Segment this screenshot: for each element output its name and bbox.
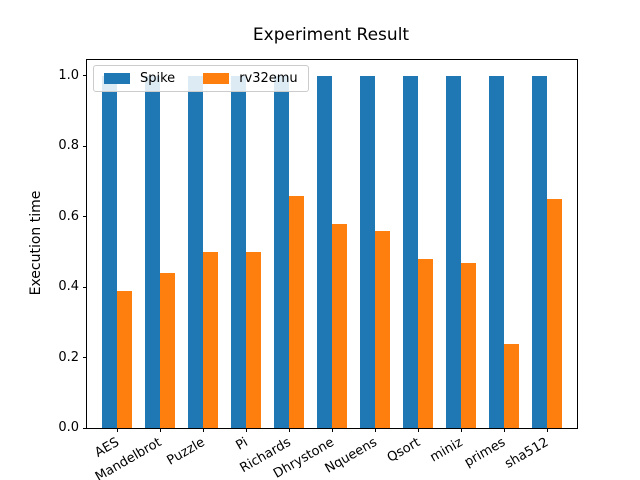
y-tick-mark [83,75,87,77]
y-tick-mark [83,145,87,147]
bar-rv32emu-dhrystone [332,223,347,428]
bar-spike-pi [231,75,246,428]
x-tick-label: Qsort [384,435,423,466]
y-tick-mark [83,286,87,288]
bar-spike-dhrystone [317,75,332,428]
x-tick-mark [331,428,333,432]
y-tick-label: 0.8 [58,138,79,154]
y-tick-mark [83,427,87,429]
chart-title: Experiment Result [252,25,410,45]
y-tick-label: 0.2 [58,349,79,365]
x-tick-label: Pi [233,435,251,454]
bar-rv32emu-sha512 [547,199,562,428]
bar-rv32emu-puzzle [203,251,218,428]
x-tick-mark [202,428,204,432]
x-tick-mark [159,428,161,432]
plot-area: Spike rv32emu 0.0 0.2 0.4 0.6 0.8 1.0 AES Mandel… [58,59,578,480]
legend-label: rv32emu [239,71,298,86]
x-tick-mark [460,428,462,432]
x-tick-label: sha512 [502,435,552,472]
x-tick-label: Puzzle [164,435,208,469]
bar-spike-puzzle [188,75,203,428]
y-tick-mark [83,216,87,218]
x-tick-mark [503,428,505,432]
bar-rv32emu-mandelbrot [160,273,175,428]
bar-rv32emu-pi [246,251,261,428]
x-tick-mark [374,428,376,432]
bar-rv32emu-aes [117,290,132,428]
bar-spike-aes [102,75,117,428]
y-tick-mark [83,357,87,359]
bar-spike-primes [489,75,504,428]
y-tick-label: 0.4 [58,279,79,295]
x-tick-label: miniz [427,435,466,466]
x-tick-mark [546,428,548,432]
x-tick-mark [116,428,118,432]
bar-spike-miniz [446,75,461,428]
legend: Spike rv32emu [93,65,309,92]
legend-entry-rv32emu: rv32emu [203,71,298,86]
legend-label: Spike [140,71,176,86]
y-tick-label: 1.0 [58,67,79,83]
bar-spike-sha512 [532,75,547,428]
x-tick-mark [288,428,290,432]
legend-swatch [104,73,130,84]
x-tick-mark [245,428,247,432]
bar-rv32emu-nqueens [375,230,390,428]
bar-rv32emu-primes [504,343,519,428]
bar-rv32emu-richards [289,195,304,428]
bar-rv32emu-qsort [418,259,433,428]
y-tick-label: 0.0 [58,420,79,435]
y-tick-label: 0.6 [58,208,79,224]
bar-rv32emu-miniz [461,262,476,428]
x-tick-label: primes [462,435,509,471]
legend-swatch [203,73,230,84]
bar-spike-richards [274,75,289,428]
bar-spike-nqueens [360,75,375,428]
bar-spike-qsort [403,75,418,428]
bar-spike-mandelbrot [145,75,160,428]
x-tick-mark [417,428,419,432]
legend-entry-spike: Spike [104,71,175,86]
